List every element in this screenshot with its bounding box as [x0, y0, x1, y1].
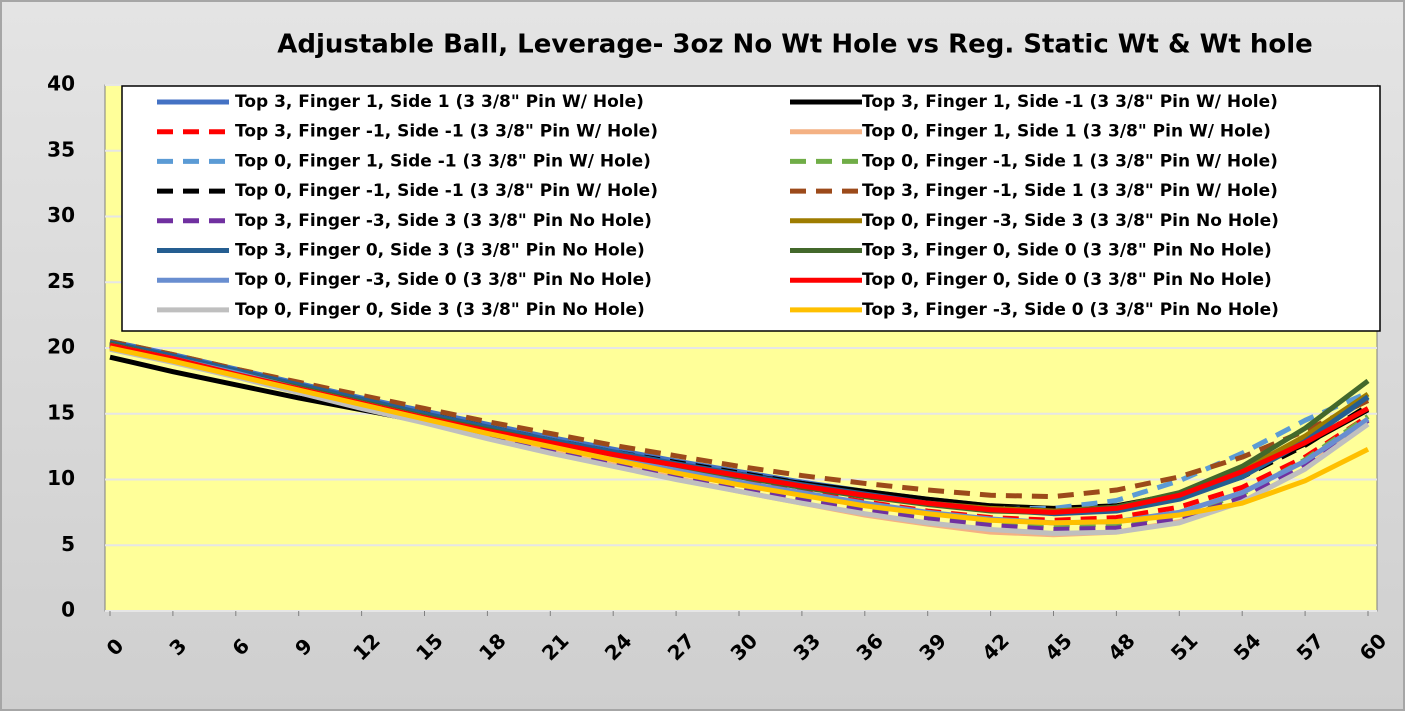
y-tick-label: 35 [47, 137, 75, 161]
legend-label: Top 3, Finger 0, Side 3 (3 3/8" Pin No H… [235, 241, 645, 261]
legend-label: Top 3, Finger -3, Side 0 (3 3/8" Pin No … [862, 300, 1279, 320]
legend-label: Top 3, Finger -1, Side -1 (3 3/8" Pin W/… [235, 122, 658, 142]
legend-label: Top 0, Finger -1, Side 1 (3 3/8" Pin W/ … [862, 151, 1278, 171]
legend-label: Top 3, Finger 0, Side 0 (3 3/8" Pin No H… [862, 241, 1272, 261]
legend-label: Top 3, Finger 1, Side 1 (3 3/8" Pin W/ H… [235, 92, 644, 112]
y-tick-label: 30 [47, 203, 75, 227]
legend [121, 85, 1381, 332]
series-line [109, 345, 1370, 526]
legend-label: Top 3, Finger 1, Side -1 (3 3/8" Pin W/ … [862, 92, 1278, 112]
legend-label: Top 0, Finger -1, Side -1 (3 3/8" Pin W/… [235, 181, 658, 201]
y-tick-label: 10 [47, 466, 75, 490]
legend-label: Top 0, Finger 1, Side -1 (3 3/8" Pin W/ … [235, 151, 651, 171]
series-line [109, 338, 1370, 500]
legend-label: Top 3, Finger -3, Side 3 (3 3/8" Pin No … [235, 211, 652, 231]
series-line [109, 346, 1370, 536]
y-tick-label: 25 [47, 269, 75, 293]
y-tick-label: 0 [61, 598, 75, 622]
y-tick-label: 5 [61, 532, 75, 556]
legend-label: Top 0, Finger -3, Side 0 (3 3/8" Pin No … [235, 270, 652, 290]
legend-label: Top 3, Finger -1, Side 1 (3 3/8" Pin W/ … [862, 181, 1278, 201]
legend-label: Top 0, Finger 1, Side 1 (3 3/8" Pin W/ H… [862, 122, 1271, 142]
y-tick-label: 40 [47, 72, 75, 96]
legend-label: Top 0, Finger 0, Side 3 (3 3/8" Pin No H… [235, 300, 645, 320]
legend-label: Top 0, Finger -3, Side 3 (3 3/8" Pin No … [862, 211, 1279, 231]
legend-label: Top 0, Finger 0, Side 0 (3 3/8" Pin No H… [862, 270, 1272, 290]
chart-title: Adjustable Ball, Leverage- 3oz No Wt Hol… [277, 30, 1313, 60]
y-tick-label: 20 [47, 335, 75, 359]
y-tick-label: 15 [47, 400, 75, 424]
